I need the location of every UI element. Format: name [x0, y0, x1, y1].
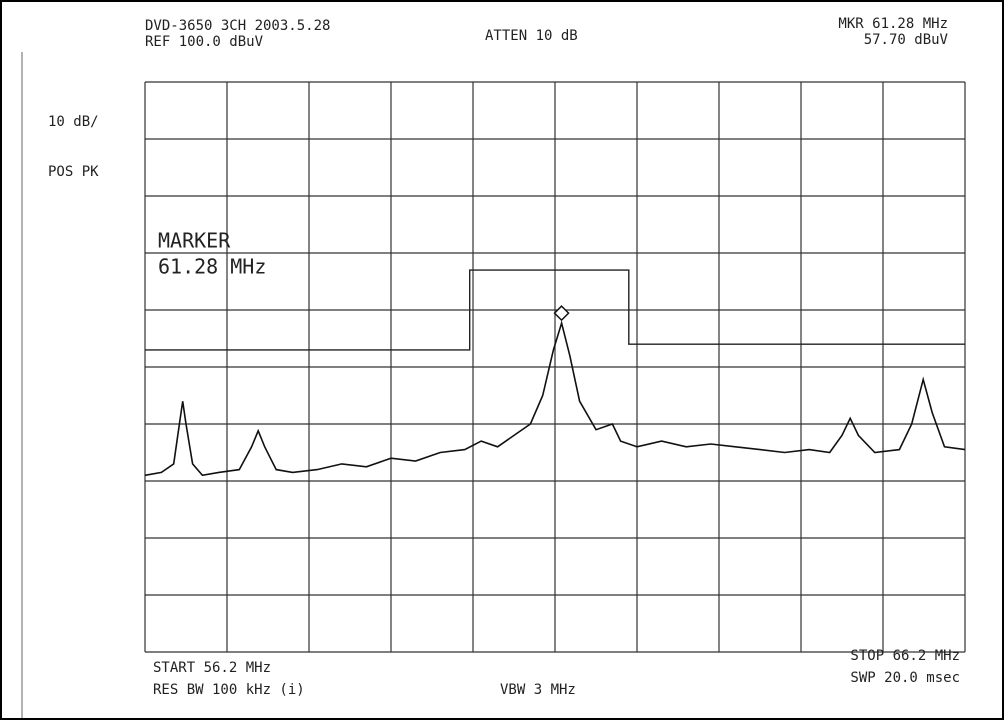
- detector: POS PK: [48, 164, 99, 180]
- resolution-bandwidth: RES BW 100 kHz (i): [153, 682, 305, 698]
- scale: 10 dB/: [48, 114, 99, 130]
- marker-readout: 61.28 MHz: [158, 255, 266, 279]
- marker-level: 57.70 dBuV: [864, 32, 949, 48]
- limit-line: [145, 269, 965, 351]
- graticule: [144, 81, 966, 653]
- trace: [144, 320, 966, 477]
- header: DVD-3650 3CH 2003.5.28: [145, 18, 330, 34]
- marker-frequency: MKR 61.28 MHz: [838, 16, 948, 32]
- marker-diamond: [553, 305, 570, 322]
- marker-title: MARKER: [158, 229, 231, 253]
- video-bandwidth: VBW 3 MHz: [500, 682, 576, 698]
- stop-frequency: STOP 66.2 MHz: [850, 648, 960, 664]
- reference-level: REF 100.0 dBuV: [145, 34, 264, 50]
- sweep-time: SWP 20.0 msec: [850, 670, 960, 686]
- attenuation: ATTEN 10 dB: [485, 28, 578, 44]
- start-frequency: START 56.2 MHz: [153, 660, 271, 676]
